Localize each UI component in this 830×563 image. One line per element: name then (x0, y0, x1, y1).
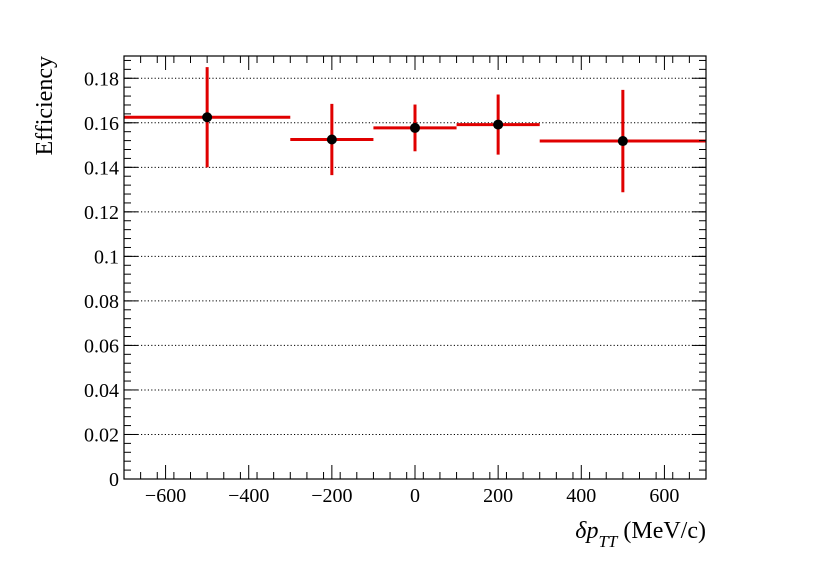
data-point (202, 112, 213, 123)
x-axis-subscript: TT (598, 532, 618, 551)
data-point (617, 136, 628, 147)
data-series (124, 67, 706, 193)
x-axis-title: δpTT (MeV/c) (575, 518, 706, 551)
y-tick-label: 0.12 (84, 202, 119, 224)
x-tick-label: 600 (649, 485, 679, 507)
axis-ticks (123, 56, 707, 480)
data-point (326, 134, 337, 145)
x-axis-unit: (MeV/c) (623, 518, 706, 544)
y-tick-label: 0.16 (84, 113, 119, 135)
y-tick-label: 0.1 (94, 246, 119, 268)
x-tick-label: −600 (145, 485, 186, 507)
data-point-group (124, 67, 291, 168)
x-tick-label: 400 (566, 485, 596, 507)
x-tick-label: 200 (483, 485, 513, 507)
y-tick-label: 0.18 (84, 68, 119, 90)
y-tick-label: 0 (109, 469, 119, 491)
data-point-group (290, 103, 374, 176)
data-point-group (373, 104, 457, 152)
y-tick-label: 0.04 (84, 380, 119, 402)
x-tick-label: −400 (228, 485, 269, 507)
y-tick-label: 0.02 (84, 424, 119, 446)
tick-labels: 0 0.02 0.04 0.06 0.08 0.1 0.12 0.14 0.16 0.18 −600… (84, 68, 679, 507)
y-tick-label: 0.06 (84, 335, 119, 357)
data-point-group (456, 94, 540, 155)
x-tick-label: 0 (410, 485, 420, 507)
x-tick-label: −200 (311, 485, 352, 507)
data-point-group (539, 89, 706, 193)
x-axis-symbol: δp (575, 518, 598, 544)
y-axis-title: Efficiency (32, 56, 58, 156)
data-point (493, 119, 504, 130)
y-tick-label: 0.08 (84, 291, 119, 313)
y-tick-label: 0.14 (84, 157, 119, 179)
data-point (410, 122, 420, 133)
